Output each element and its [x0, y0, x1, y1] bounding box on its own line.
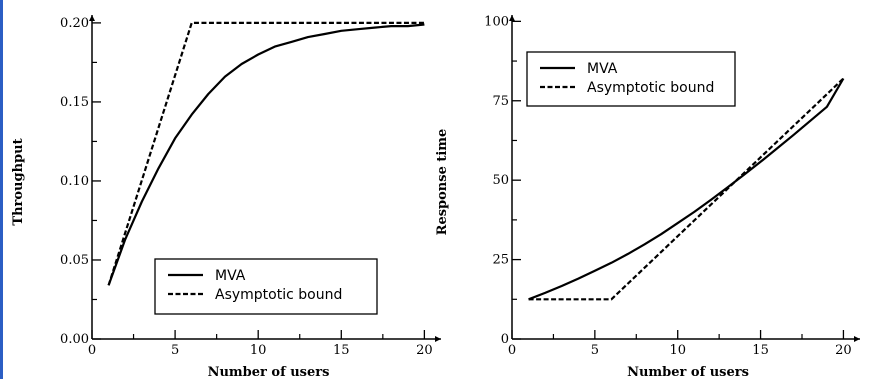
series-line-asymptotic-bound	[107, 21, 425, 286]
x-tick-label: 20	[835, 343, 852, 358]
y-tick-label: 100	[484, 14, 509, 29]
x-tick-label: 15	[333, 343, 350, 358]
y-tick-label: 0.00	[60, 332, 89, 347]
x-tick-label: 5	[591, 343, 599, 358]
x-tick-label: 0	[508, 343, 516, 358]
x-tick-label: 15	[752, 343, 769, 358]
series-line-mva	[528, 77, 845, 301]
y-tick-label: 0.05	[60, 253, 89, 268]
left-edge-accent	[0, 0, 3, 379]
legend: MVA Asymptotic bound	[526, 51, 736, 107]
legend-label: Asymptotic bound	[587, 80, 714, 96]
x-tick-label: 10	[250, 343, 267, 358]
y-axis-title: Throughput	[11, 138, 26, 225]
chart-2: 0 5 10 15 20 0 25 50 75 100 Number of users Respons…	[435, 14, 860, 379]
y-tick-label: 0.15	[60, 95, 89, 110]
legend-label: MVA	[587, 61, 618, 77]
legend-label: Asymptotic bound	[215, 287, 342, 303]
legend-box	[526, 51, 736, 107]
y-tick-label: 50	[492, 173, 509, 188]
series-line-asymptotic-bound	[528, 77, 845, 301]
y-tick-label: 25	[492, 253, 509, 268]
x-axis-title: Number of users	[208, 365, 330, 379]
series-line-mva	[107, 23, 425, 286]
legend: MVA Asymptotic bound	[154, 258, 378, 315]
y-axis-arrow	[509, 15, 515, 21]
y-tick-label: 75	[492, 94, 509, 109]
x-axis-title: Number of users	[627, 365, 749, 379]
y-tick-label: 0.10	[60, 174, 89, 189]
legend-box	[154, 258, 378, 315]
y-axis-title: Response time	[435, 129, 450, 236]
y-axis-arrow	[89, 15, 95, 21]
x-tick-label: 10	[669, 343, 686, 358]
x-tick-label: 0	[88, 343, 96, 358]
legend-label: MVA	[215, 268, 246, 284]
x-tick-label: 5	[171, 343, 179, 358]
x-tick-label: 20	[416, 343, 433, 358]
chart-1: 0 5 10 15 20 0.00 0.05 0.10 0.15 0.20 Number of us…	[11, 15, 441, 379]
y-tick-label: 0	[501, 332, 509, 347]
x-axis-arrow	[435, 336, 441, 342]
x-axis-arrow	[854, 336, 860, 342]
y-tick-label: 0.20	[60, 16, 89, 31]
